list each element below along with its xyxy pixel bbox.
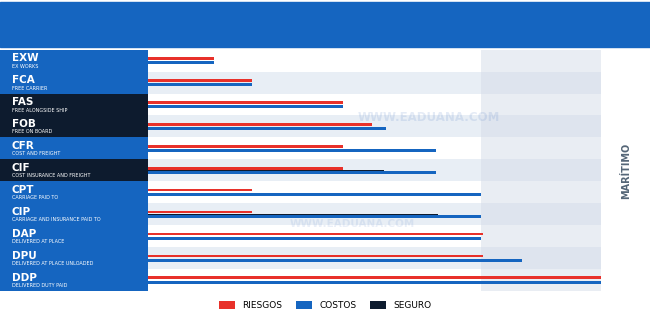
Text: CARRIAGE AND INSURANCE PAID TO: CARRIAGE AND INSURANCE PAID TO	[12, 217, 101, 222]
Text: DPU: DPU	[12, 251, 36, 260]
Text: WWW.EADUANA.COM: WWW.EADUANA.COM	[3, 4, 87, 10]
Bar	[481, 225, 601, 247]
Bar	[148, 269, 601, 291]
Text: FREE ON BOARD: FREE ON BOARD	[12, 130, 52, 134]
Text: COST INSURANCE AND FREIGHT: COST INSURANCE AND FREIGHT	[12, 173, 90, 178]
Bar	[0, 72, 148, 93]
Text: FOB: FOB	[12, 119, 36, 129]
Bar	[148, 233, 484, 236]
Bar	[148, 138, 601, 159]
Bar	[148, 105, 343, 108]
Bar	[148, 79, 252, 82]
Bar	[148, 203, 601, 225]
Bar	[481, 50, 601, 72]
Bar	[0, 159, 148, 181]
Bar	[148, 127, 386, 130]
Bar	[148, 57, 214, 60]
Bar	[481, 138, 601, 159]
Bar	[148, 276, 601, 279]
Bar	[148, 93, 601, 116]
Text: CPT: CPT	[12, 185, 34, 195]
Bar	[0, 203, 148, 225]
Bar	[148, 149, 436, 152]
Bar	[148, 181, 601, 203]
Bar	[148, 84, 252, 86]
Bar	[148, 237, 481, 240]
Bar	[148, 145, 343, 148]
Bar	[0, 247, 148, 269]
Bar	[0, 138, 148, 159]
Bar	[481, 181, 601, 203]
Bar	[148, 215, 481, 218]
Bar	[148, 259, 522, 262]
Bar	[148, 254, 484, 257]
Text: EXW: EXW	[12, 53, 38, 63]
Bar	[148, 281, 601, 284]
Bar	[0, 50, 148, 72]
Text: CARRIAGE PAID TO: CARRIAGE PAID TO	[12, 195, 58, 200]
Text: CIP: CIP	[12, 207, 31, 217]
Text: WWW.EADUANA.COM: WWW.EADUANA.COM	[358, 111, 500, 124]
Text: EX WORKS: EX WORKS	[12, 64, 38, 68]
Bar	[148, 159, 601, 181]
Text: CFR: CFR	[12, 141, 34, 151]
Bar	[148, 116, 601, 138]
Bar	[481, 269, 601, 291]
Bar	[148, 225, 601, 247]
Bar	[481, 159, 601, 181]
Bar	[148, 214, 438, 215]
Text: FREE CARRIER: FREE CARRIER	[12, 85, 47, 91]
Bar	[148, 171, 436, 174]
Bar	[148, 170, 384, 171]
Bar	[148, 167, 343, 170]
Text: DDP: DDP	[12, 273, 37, 283]
Text: COST AND FREIGHT: COST AND FREIGHT	[12, 151, 60, 156]
Text: MARÍTIMO: MARÍTIMO	[621, 142, 630, 198]
Bar	[481, 247, 601, 269]
Text: DAP: DAP	[12, 229, 36, 239]
Bar	[148, 188, 252, 191]
Legend: RIESGOS, COSTOS, SEGURO: RIESGOS, COSTOS, SEGURO	[215, 297, 435, 314]
Bar	[0, 181, 148, 203]
Bar	[148, 101, 343, 104]
Bar	[148, 61, 214, 64]
Text: FAS: FAS	[12, 97, 33, 107]
Bar	[148, 211, 252, 213]
Text: FCA: FCA	[12, 75, 34, 85]
Bar	[148, 247, 601, 269]
Text: WWW.EADUANA.COM: WWW.EADUANA.COM	[289, 219, 415, 228]
Bar	[0, 225, 148, 247]
Bar	[0, 269, 148, 291]
Text: DELIVERED DUTY PAID: DELIVERED DUTY PAID	[12, 283, 67, 288]
Bar	[0, 116, 148, 138]
Bar	[481, 116, 601, 138]
Text: DELIVERED AT PLACE: DELIVERED AT PLACE	[12, 239, 64, 244]
Bar	[481, 72, 601, 93]
Bar	[148, 50, 601, 72]
Text: FREE ALONGSIDE SHIP: FREE ALONGSIDE SHIP	[12, 108, 67, 113]
Bar	[481, 93, 601, 116]
Bar	[148, 123, 372, 125]
Bar	[148, 193, 481, 196]
Bar	[148, 72, 601, 93]
Text: DELIVERED AT PLACE UNLOADED: DELIVERED AT PLACE UNLOADED	[12, 261, 93, 266]
Bar	[481, 203, 601, 225]
Text: CIF: CIF	[12, 163, 31, 173]
Bar	[0, 93, 148, 116]
